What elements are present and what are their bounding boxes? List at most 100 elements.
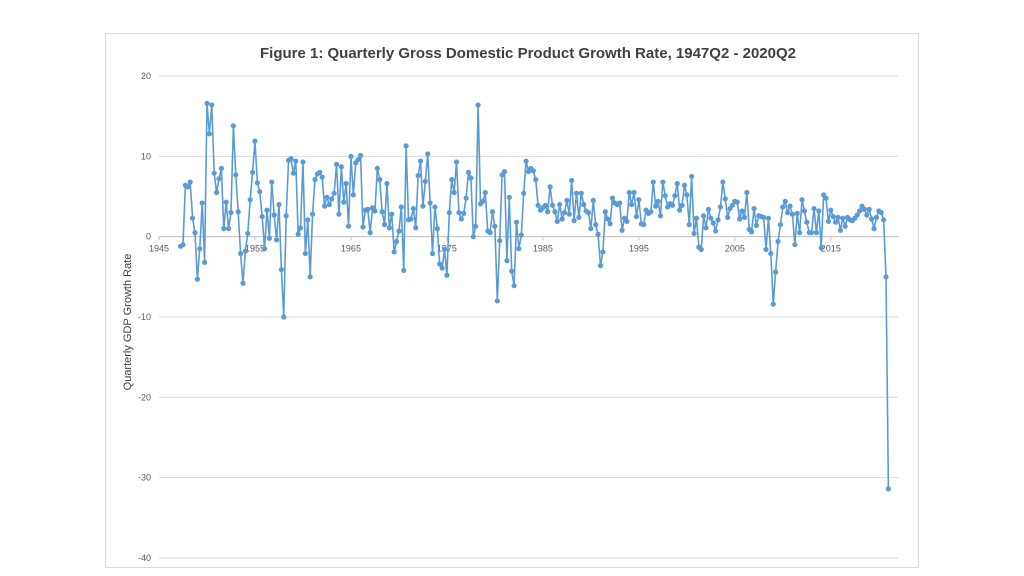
data-point: [492, 223, 498, 229]
data-point: [780, 204, 786, 210]
axes: [158, 236, 898, 241]
data-point: [602, 209, 608, 215]
data-point: [571, 218, 577, 224]
data-point: [864, 212, 870, 218]
data-point: [326, 201, 332, 208]
data-point: [739, 208, 745, 214]
data-point: [653, 203, 659, 209]
data-point: [751, 205, 757, 212]
data-point: [413, 225, 419, 231]
data-point: [722, 196, 728, 202]
data-point: [420, 203, 426, 209]
data-point: [717, 204, 724, 210]
data-point: [650, 179, 656, 185]
y-tick-labels: 20 10 0 -10 -20 -30 -40: [138, 71, 151, 563]
y-tick-label: -20: [138, 392, 151, 402]
data-point: [494, 298, 500, 304]
data-point: [348, 153, 354, 159]
data-point: [885, 486, 892, 492]
data-point: [180, 242, 186, 248]
data-point: [249, 169, 256, 175]
data-point: [509, 268, 515, 274]
data-point: [470, 234, 476, 240]
data-point: [600, 249, 606, 255]
data-point: [381, 222, 388, 228]
data-point: [242, 248, 248, 254]
data-point: [439, 265, 445, 271]
data-point: [271, 212, 277, 218]
data-point: [365, 206, 371, 212]
data-point: [237, 250, 244, 257]
x-tick-label: 2005: [725, 244, 745, 254]
data-point: [288, 156, 294, 162]
data-point: [823, 195, 829, 201]
data-point: [566, 211, 572, 217]
data-point: [554, 218, 560, 224]
data-point: [230, 123, 236, 129]
data-point: [206, 131, 212, 137]
data-point: [506, 194, 512, 200]
data-point: [794, 210, 800, 216]
data-point: [787, 203, 793, 209]
data-point: [401, 267, 407, 274]
y-tick-label: -10: [138, 312, 151, 322]
data-point: [309, 211, 316, 217]
data-point: [461, 210, 467, 216]
data-point: [801, 208, 808, 214]
data-point: [225, 226, 232, 232]
data-point: [458, 216, 464, 222]
data-point: [797, 230, 803, 236]
data-point: [473, 223, 479, 229]
data-point: [809, 230, 815, 236]
data-point: [597, 262, 604, 269]
data-point: [753, 222, 760, 229]
data-point: [631, 189, 637, 196]
data-point: [710, 220, 716, 226]
data-point: [770, 301, 776, 307]
data-point: [393, 238, 400, 245]
data-point: [813, 230, 820, 236]
data-point: [669, 202, 676, 208]
data-point: [715, 217, 721, 223]
data-point: [782, 198, 788, 204]
data-point: [312, 177, 318, 183]
data-point: [816, 208, 822, 214]
data-point: [725, 214, 731, 220]
data-point: [336, 211, 342, 217]
data-point: [564, 197, 570, 204]
data-point: [648, 209, 654, 215]
data-point: [283, 213, 289, 219]
data-point: [861, 206, 868, 212]
data-point: [513, 219, 520, 225]
series-points: [177, 100, 892, 492]
data-point: [295, 231, 301, 237]
data-point: [187, 179, 193, 185]
data-point: [468, 175, 474, 181]
data-point: [189, 215, 196, 221]
data-point: [302, 250, 308, 257]
data-point: [593, 222, 599, 228]
gridlines: [159, 75, 898, 559]
data-point: [324, 194, 330, 200]
data-point: [444, 272, 450, 278]
data-point: [465, 169, 472, 175]
data-point: [533, 177, 539, 183]
data-point: [317, 169, 323, 175]
data-point: [713, 228, 719, 234]
data-point: [549, 202, 556, 208]
data-point: [194, 276, 200, 282]
data-point: [449, 177, 455, 183]
data-point: [542, 202, 548, 208]
data-point: [590, 197, 596, 204]
data-point: [840, 215, 846, 221]
chart-frame: Figure 1: Quarterly Gross Domestic Produ…: [105, 33, 919, 568]
data-point: [569, 177, 575, 184]
data-point: [398, 204, 404, 210]
data-point: [605, 216, 611, 222]
x-tick-label: 1995: [629, 244, 649, 254]
data-point: [775, 238, 781, 245]
data-point: [297, 225, 304, 231]
data-point: [451, 189, 457, 196]
data-point: [305, 217, 311, 223]
data-point: [777, 222, 784, 228]
